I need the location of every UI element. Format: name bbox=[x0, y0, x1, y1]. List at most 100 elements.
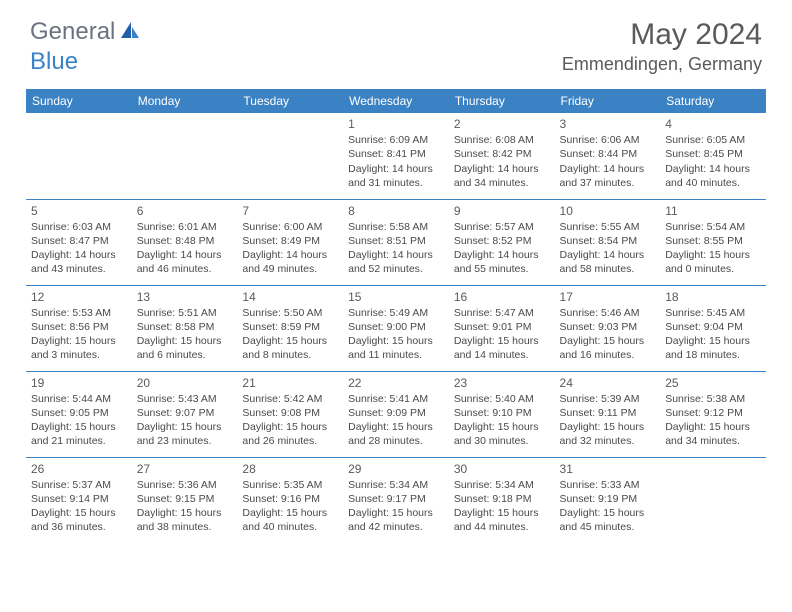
calendar-empty-cell bbox=[660, 457, 766, 543]
day-info: Sunrise: 5:40 AMSunset: 9:10 PMDaylight:… bbox=[454, 392, 550, 449]
day-info: Sunrise: 5:33 AMSunset: 9:19 PMDaylight:… bbox=[560, 478, 656, 535]
calendar-day-cell: 25Sunrise: 5:38 AMSunset: 9:12 PMDayligh… bbox=[660, 371, 766, 457]
day-info: Sunrise: 6:03 AMSunset: 8:47 PMDaylight:… bbox=[31, 220, 127, 277]
calendar-day-cell: 7Sunrise: 6:00 AMSunset: 8:49 PMDaylight… bbox=[237, 199, 343, 285]
day-number: 5 bbox=[31, 203, 127, 219]
day-info: Sunrise: 5:36 AMSunset: 9:15 PMDaylight:… bbox=[137, 478, 233, 535]
calendar-day-cell: 31Sunrise: 5:33 AMSunset: 9:19 PMDayligh… bbox=[555, 457, 661, 543]
day-number: 23 bbox=[454, 375, 550, 391]
day-info: Sunrise: 5:42 AMSunset: 9:08 PMDaylight:… bbox=[242, 392, 338, 449]
day-info: Sunrise: 5:41 AMSunset: 9:09 PMDaylight:… bbox=[348, 392, 444, 449]
calendar-day-cell: 18Sunrise: 5:45 AMSunset: 9:04 PMDayligh… bbox=[660, 285, 766, 371]
day-info: Sunrise: 5:45 AMSunset: 9:04 PMDaylight:… bbox=[665, 306, 761, 363]
day-info: Sunrise: 5:37 AMSunset: 9:14 PMDaylight:… bbox=[31, 478, 127, 535]
day-number: 22 bbox=[348, 375, 444, 391]
header: General May 2024 Emmendingen, Germany bbox=[0, 0, 792, 83]
day-number: 1 bbox=[348, 116, 444, 132]
day-number: 12 bbox=[31, 289, 127, 305]
calendar-empty-cell bbox=[132, 113, 238, 199]
calendar-day-cell: 5Sunrise: 6:03 AMSunset: 8:47 PMDaylight… bbox=[26, 199, 132, 285]
calendar-day-cell: 9Sunrise: 5:57 AMSunset: 8:52 PMDaylight… bbox=[449, 199, 555, 285]
day-number: 9 bbox=[454, 203, 550, 219]
day-info: Sunrise: 6:00 AMSunset: 8:49 PMDaylight:… bbox=[242, 220, 338, 277]
day-info: Sunrise: 5:38 AMSunset: 9:12 PMDaylight:… bbox=[665, 392, 761, 449]
calendar-day-cell: 20Sunrise: 5:43 AMSunset: 9:07 PMDayligh… bbox=[132, 371, 238, 457]
day-info: Sunrise: 6:08 AMSunset: 8:42 PMDaylight:… bbox=[454, 133, 550, 190]
day-number: 21 bbox=[242, 375, 338, 391]
calendar-day-cell: 10Sunrise: 5:55 AMSunset: 8:54 PMDayligh… bbox=[555, 199, 661, 285]
calendar-body: 1Sunrise: 6:09 AMSunset: 8:41 PMDaylight… bbox=[26, 113, 766, 543]
day-number: 3 bbox=[560, 116, 656, 132]
day-info: Sunrise: 5:34 AMSunset: 9:17 PMDaylight:… bbox=[348, 478, 444, 535]
weekday-header: Friday bbox=[555, 89, 661, 113]
calendar-week-row: 5Sunrise: 6:03 AMSunset: 8:47 PMDaylight… bbox=[26, 199, 766, 285]
day-info: Sunrise: 5:51 AMSunset: 8:58 PMDaylight:… bbox=[137, 306, 233, 363]
calendar-day-cell: 4Sunrise: 6:05 AMSunset: 8:45 PMDaylight… bbox=[660, 113, 766, 199]
weekday-header: Tuesday bbox=[237, 89, 343, 113]
day-info: Sunrise: 5:58 AMSunset: 8:51 PMDaylight:… bbox=[348, 220, 444, 277]
title-block: May 2024 Emmendingen, Germany bbox=[562, 18, 762, 75]
day-info: Sunrise: 5:50 AMSunset: 8:59 PMDaylight:… bbox=[242, 306, 338, 363]
calendar-week-row: 12Sunrise: 5:53 AMSunset: 8:56 PMDayligh… bbox=[26, 285, 766, 371]
day-info: Sunrise: 5:46 AMSunset: 9:03 PMDaylight:… bbox=[560, 306, 656, 363]
day-number: 17 bbox=[560, 289, 656, 305]
day-number: 15 bbox=[348, 289, 444, 305]
calendar-day-cell: 16Sunrise: 5:47 AMSunset: 9:01 PMDayligh… bbox=[449, 285, 555, 371]
day-number: 7 bbox=[242, 203, 338, 219]
weekday-header: Wednesday bbox=[343, 89, 449, 113]
day-info: Sunrise: 5:55 AMSunset: 8:54 PMDaylight:… bbox=[560, 220, 656, 277]
calendar-day-cell: 6Sunrise: 6:01 AMSunset: 8:48 PMDaylight… bbox=[132, 199, 238, 285]
logo-text-blue: Blue bbox=[30, 48, 78, 75]
location-label: Emmendingen, Germany bbox=[562, 54, 762, 75]
logo-sail-icon bbox=[119, 20, 141, 45]
day-number: 25 bbox=[665, 375, 761, 391]
calendar-day-cell: 24Sunrise: 5:39 AMSunset: 9:11 PMDayligh… bbox=[555, 371, 661, 457]
calendar-day-cell: 30Sunrise: 5:34 AMSunset: 9:18 PMDayligh… bbox=[449, 457, 555, 543]
day-info: Sunrise: 5:44 AMSunset: 9:05 PMDaylight:… bbox=[31, 392, 127, 449]
day-number: 20 bbox=[137, 375, 233, 391]
day-info: Sunrise: 5:49 AMSunset: 9:00 PMDaylight:… bbox=[348, 306, 444, 363]
calendar-day-cell: 3Sunrise: 6:06 AMSunset: 8:44 PMDaylight… bbox=[555, 113, 661, 199]
day-number: 18 bbox=[665, 289, 761, 305]
day-number: 26 bbox=[31, 461, 127, 477]
calendar-table: SundayMondayTuesdayWednesdayThursdayFrid… bbox=[26, 89, 766, 543]
day-info: Sunrise: 5:39 AMSunset: 9:11 PMDaylight:… bbox=[560, 392, 656, 449]
calendar-day-cell: 14Sunrise: 5:50 AMSunset: 8:59 PMDayligh… bbox=[237, 285, 343, 371]
day-info: Sunrise: 6:09 AMSunset: 8:41 PMDaylight:… bbox=[348, 133, 444, 190]
calendar-day-cell: 28Sunrise: 5:35 AMSunset: 9:16 PMDayligh… bbox=[237, 457, 343, 543]
day-number: 13 bbox=[137, 289, 233, 305]
calendar-week-row: 1Sunrise: 6:09 AMSunset: 8:41 PMDaylight… bbox=[26, 113, 766, 199]
day-number: 30 bbox=[454, 461, 550, 477]
calendar-week-row: 19Sunrise: 5:44 AMSunset: 9:05 PMDayligh… bbox=[26, 371, 766, 457]
logo: General bbox=[30, 18, 143, 46]
calendar-week-row: 26Sunrise: 5:37 AMSunset: 9:14 PMDayligh… bbox=[26, 457, 766, 543]
weekday-header: Monday bbox=[132, 89, 238, 113]
day-number: 2 bbox=[454, 116, 550, 132]
day-info: Sunrise: 6:01 AMSunset: 8:48 PMDaylight:… bbox=[137, 220, 233, 277]
logo-blue-row: Blue bbox=[30, 48, 78, 76]
day-number: 8 bbox=[348, 203, 444, 219]
day-info: Sunrise: 5:35 AMSunset: 9:16 PMDaylight:… bbox=[242, 478, 338, 535]
weekday-header: Sunday bbox=[26, 89, 132, 113]
calendar-header-row: SundayMondayTuesdayWednesdayThursdayFrid… bbox=[26, 89, 766, 113]
day-info: Sunrise: 5:34 AMSunset: 9:18 PMDaylight:… bbox=[454, 478, 550, 535]
calendar-day-cell: 8Sunrise: 5:58 AMSunset: 8:51 PMDaylight… bbox=[343, 199, 449, 285]
day-number: 6 bbox=[137, 203, 233, 219]
day-info: Sunrise: 5:43 AMSunset: 9:07 PMDaylight:… bbox=[137, 392, 233, 449]
calendar-day-cell: 22Sunrise: 5:41 AMSunset: 9:09 PMDayligh… bbox=[343, 371, 449, 457]
calendar-day-cell: 29Sunrise: 5:34 AMSunset: 9:17 PMDayligh… bbox=[343, 457, 449, 543]
day-number: 24 bbox=[560, 375, 656, 391]
day-info: Sunrise: 5:47 AMSunset: 9:01 PMDaylight:… bbox=[454, 306, 550, 363]
day-number: 10 bbox=[560, 203, 656, 219]
day-info: Sunrise: 6:06 AMSunset: 8:44 PMDaylight:… bbox=[560, 133, 656, 190]
calendar-empty-cell bbox=[26, 113, 132, 199]
calendar-day-cell: 12Sunrise: 5:53 AMSunset: 8:56 PMDayligh… bbox=[26, 285, 132, 371]
calendar-day-cell: 21Sunrise: 5:42 AMSunset: 9:08 PMDayligh… bbox=[237, 371, 343, 457]
calendar-empty-cell bbox=[237, 113, 343, 199]
day-number: 19 bbox=[31, 375, 127, 391]
day-number: 11 bbox=[665, 203, 761, 219]
logo-text-general: General bbox=[30, 18, 115, 46]
calendar-day-cell: 13Sunrise: 5:51 AMSunset: 8:58 PMDayligh… bbox=[132, 285, 238, 371]
calendar-day-cell: 2Sunrise: 6:08 AMSunset: 8:42 PMDaylight… bbox=[449, 113, 555, 199]
calendar-day-cell: 26Sunrise: 5:37 AMSunset: 9:14 PMDayligh… bbox=[26, 457, 132, 543]
